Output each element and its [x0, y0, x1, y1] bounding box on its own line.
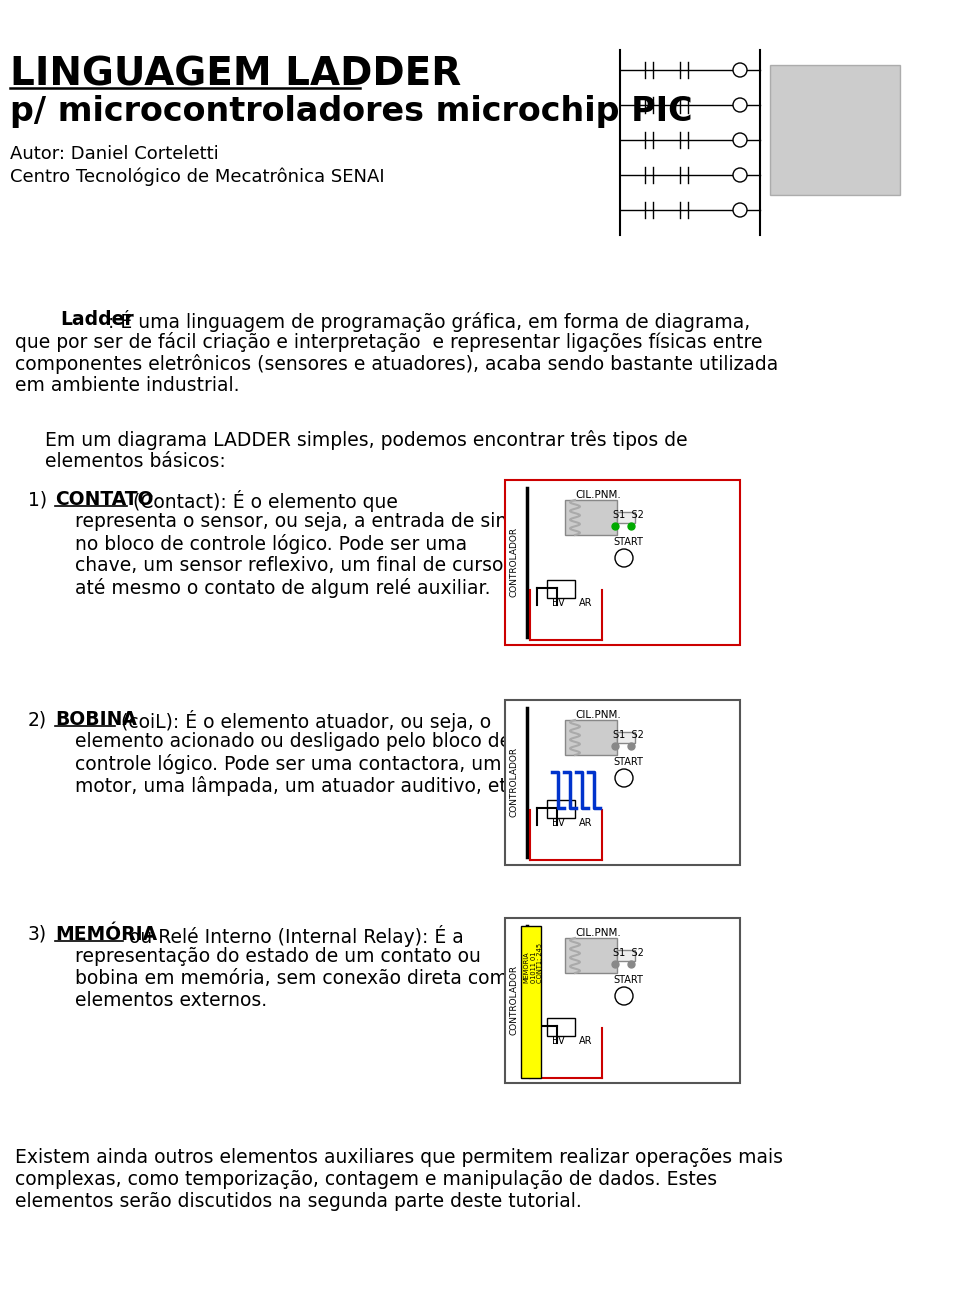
Text: componentes eletrônicos (sensores e atuadores), acaba sendo bastante utilizada: componentes eletrônicos (sensores e atua… — [15, 354, 779, 374]
Circle shape — [615, 549, 633, 566]
Bar — [770, 65, 900, 195]
Text: Centro Tecnológico de Mecatrônica SENAI: Centro Tecnológico de Mecatrônica SENAI — [10, 168, 385, 186]
Bar — [547, 799, 575, 818]
Text: em ambiente industrial.: em ambiente industrial. — [15, 376, 239, 395]
Text: CIL.PNM.: CIL.PNM. — [575, 928, 621, 937]
Text: EV: EV — [552, 1036, 564, 1046]
Text: Existem ainda outros elementos auxiliares que permitem realizar operações mais: Existem ainda outros elementos auxiliare… — [15, 1148, 783, 1167]
Text: EV: EV — [552, 818, 564, 828]
Text: elementos básicos:: elementos básicos: — [45, 452, 226, 471]
Circle shape — [615, 987, 633, 1005]
Text: START: START — [613, 536, 643, 547]
Text: CONTATO: CONTATO — [55, 490, 154, 509]
Text: Ladder: Ladder — [60, 310, 133, 329]
Circle shape — [733, 133, 747, 147]
Circle shape — [733, 203, 747, 217]
Circle shape — [733, 168, 747, 182]
Bar — [547, 1018, 575, 1036]
Text: CONTROLADOR: CONTROLADOR — [510, 527, 518, 598]
Bar — [505, 918, 740, 1083]
Text: elementos serão discutidos na segunda parte deste tutorial.: elementos serão discutidos na segunda pa… — [15, 1193, 582, 1211]
Text: START: START — [613, 975, 643, 986]
Bar — [565, 937, 617, 973]
Circle shape — [733, 98, 747, 112]
Text: que por ser de fácil criação e interpretação  e representar ligações físicas ent: que por ser de fácil criação e interpret… — [15, 332, 762, 352]
Text: S1  S2: S1 S2 — [613, 510, 644, 519]
Bar — [617, 732, 635, 743]
Text: Autor: Daniel Corteletti: Autor: Daniel Corteletti — [10, 145, 219, 163]
Bar — [521, 926, 541, 1078]
Text: AR: AR — [579, 598, 592, 608]
Text: ou Relé Interno (Internal Relay): É a: ou Relé Interno (Internal Relay): É a — [123, 924, 464, 947]
Text: 1): 1) — [28, 490, 47, 509]
Text: MEMÓRIA: MEMÓRIA — [55, 924, 157, 944]
Text: LINGUAGEM LADDER: LINGUAGEM LADDER — [10, 55, 461, 92]
Text: AR: AR — [579, 818, 592, 828]
Bar — [617, 950, 635, 961]
Bar — [505, 700, 740, 865]
Text: CIL.PNM.: CIL.PNM. — [575, 710, 621, 720]
Text: S1  S2: S1 S2 — [613, 730, 644, 740]
Bar — [565, 720, 617, 755]
Text: : É uma linguagem de programação gráfica, em forma de diagrama,: : É uma linguagem de programação gráfica… — [108, 310, 751, 332]
Text: 3): 3) — [28, 924, 47, 944]
Text: motor, uma lâmpada, um atuador auditivo, etc...: motor, uma lâmpada, um atuador auditivo,… — [75, 776, 535, 796]
Text: até mesmo o contato de algum relé auxiliar.: até mesmo o contato de algum relé auxili… — [75, 578, 491, 598]
Text: BOBINA: BOBINA — [55, 710, 137, 729]
Text: no bloco de controle lógico. Pode ser uma: no bloco de controle lógico. Pode ser um… — [75, 534, 468, 553]
Circle shape — [733, 62, 747, 77]
Text: S1  S2: S1 S2 — [613, 948, 644, 958]
Text: (coiL): É o elemento atuador, ou seja, o: (coiL): É o elemento atuador, ou seja, o — [115, 710, 492, 732]
Text: AR: AR — [579, 1036, 592, 1046]
Text: representa o sensor, ou seja, a entrada de sinal: representa o sensor, ou seja, a entrada … — [75, 512, 524, 531]
Text: p/ microcontroladores microchip PIC: p/ microcontroladores microchip PIC — [10, 95, 692, 128]
Circle shape — [615, 769, 633, 786]
Text: controle lógico. Pode ser uma contactora, um: controle lógico. Pode ser uma contactora… — [75, 754, 501, 773]
Bar — [505, 480, 740, 644]
Bar — [565, 500, 617, 535]
Text: elemento acionado ou desligado pelo bloco de: elemento acionado ou desligado pelo bloc… — [75, 732, 511, 751]
Text: complexas, como temporização, contagem e manipulação de dados. Estes: complexas, como temporização, contagem e… — [15, 1170, 717, 1189]
Text: chave, um sensor reflexivo, um final de curso ou: chave, um sensor reflexivo, um final de … — [75, 556, 533, 575]
Text: CONTROLADOR: CONTROLADOR — [510, 965, 518, 1035]
Text: CONTROLADOR: CONTROLADOR — [510, 747, 518, 818]
Text: EV: EV — [552, 598, 564, 608]
Text: START: START — [613, 756, 643, 767]
Text: (Contact): É o elemento que: (Contact): É o elemento que — [127, 490, 397, 512]
Bar — [617, 512, 635, 523]
Text: Em um diagrama LADDER simples, podemos encontrar três tipos de: Em um diagrama LADDER simples, podemos e… — [45, 430, 687, 450]
Text: bobina em memória, sem conexão direta com: bobina em memória, sem conexão direta co… — [75, 969, 508, 988]
Text: MEMÓRIA
01011 01
CONT1: 245: MEMÓRIA 01011 01 CONT1: 245 — [523, 943, 543, 983]
Text: 2): 2) — [28, 710, 47, 729]
Text: representação do estado de um contato ou: representação do estado de um contato ou — [75, 947, 481, 966]
Text: CIL.PNM.: CIL.PNM. — [575, 490, 621, 500]
Bar — [547, 579, 575, 598]
Text: elementos externos.: elementos externos. — [75, 991, 267, 1010]
